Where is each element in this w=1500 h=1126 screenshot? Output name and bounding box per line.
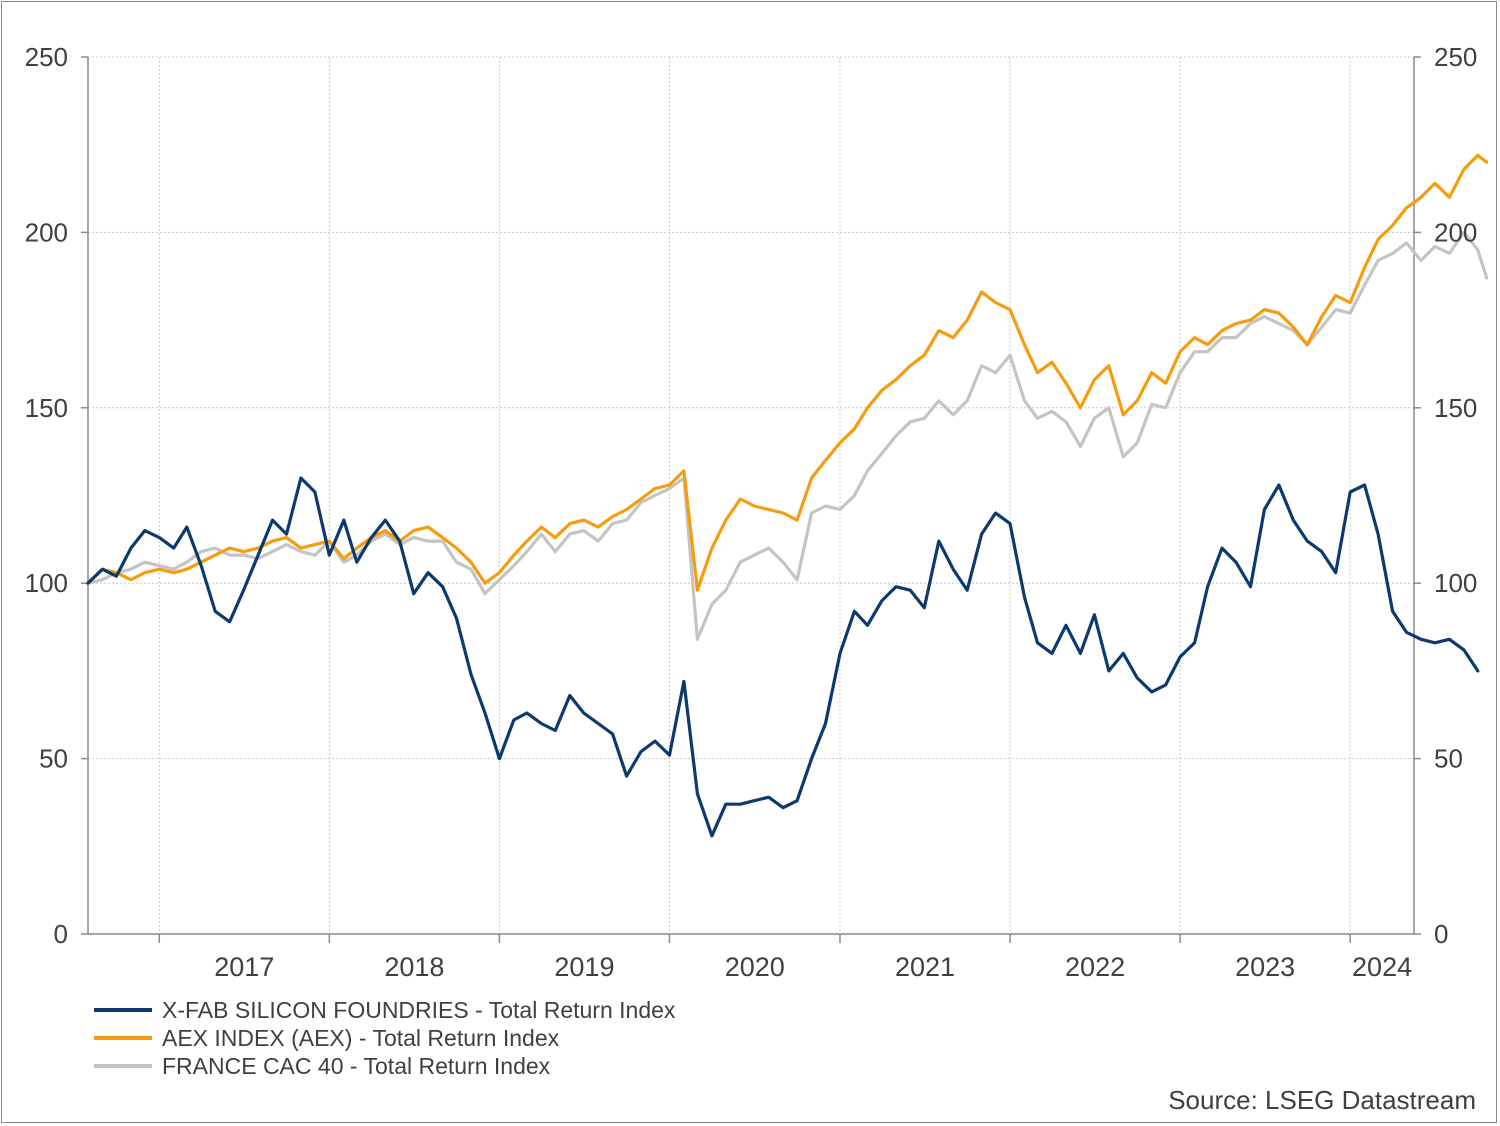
x-tick-label-2020: 2020 xyxy=(725,952,785,982)
x-tick-label-2017: 2017 xyxy=(214,952,274,982)
y-tick-label-right: 200 xyxy=(1434,217,1477,247)
y-tick-label-left: 150 xyxy=(25,393,68,423)
legend-item-xfab: X-FAB SILICON FOUNDRIES - Total Return I… xyxy=(94,996,675,1024)
x-tick-label-2022: 2022 xyxy=(1065,952,1125,982)
legend-item-cac40: FRANCE CAC 40 - Total Return Index xyxy=(94,1052,675,1080)
legend-label-cac40: FRANCE CAC 40 - Total Return Index xyxy=(162,1052,551,1079)
series-line-cac40 xyxy=(86,230,1489,641)
line-chart: 0 0 50 50 100 100 150 150 200 200 250 250 2017 2018 20… xyxy=(25,42,1489,982)
y-tick-label-left: 200 xyxy=(25,217,68,247)
legend-swatch-xfab xyxy=(94,1008,152,1012)
y-tick-label-right: 150 xyxy=(1434,393,1477,423)
y-tick-label-left: 0 xyxy=(54,919,68,949)
y-tick-label-left: 100 xyxy=(25,568,68,598)
legend-label-aex: AEX INDEX (AEX) - Total Return Index xyxy=(162,1024,560,1051)
series-layer xyxy=(86,153,1489,838)
x-tick-label-2023: 2023 xyxy=(1235,952,1295,982)
legend-label-xfab: X-FAB SILICON FOUNDRIES - Total Return I… xyxy=(162,996,676,1023)
legend-item-aex: AEX INDEX (AEX) - Total Return Index xyxy=(94,1024,675,1052)
y-tick-label-left: 250 xyxy=(25,42,68,72)
tick-labels: 0 0 50 50 100 100 150 150 200 200 250 250 2017 2018 20… xyxy=(25,42,1478,982)
x-tick-label-2019: 2019 xyxy=(554,952,614,982)
grid-lines xyxy=(88,56,1414,934)
y-tick-label-right: 100 xyxy=(1434,568,1477,598)
series-line-xfab xyxy=(86,476,1480,838)
x-tick-label-2021: 2021 xyxy=(895,952,955,982)
y-tick-label-right: 0 xyxy=(1434,919,1448,949)
source-note: Source: LSEG Datastream xyxy=(1168,1085,1476,1115)
x-tick-label-2024: 2024 xyxy=(1352,952,1412,982)
series-line-aex xyxy=(86,153,1489,592)
legend: X-FAB SILICON FOUNDRIES - Total Return I… xyxy=(94,996,675,1080)
y-tick-label-right: 250 xyxy=(1434,42,1477,72)
y-tick-label-left: 50 xyxy=(39,744,68,774)
y-tick-label-right: 50 xyxy=(1434,744,1463,774)
legend-swatch-aex xyxy=(94,1036,152,1040)
legend-swatch-cac40 xyxy=(94,1064,152,1068)
axes xyxy=(81,56,1421,943)
x-tick-label-2018: 2018 xyxy=(384,952,444,982)
